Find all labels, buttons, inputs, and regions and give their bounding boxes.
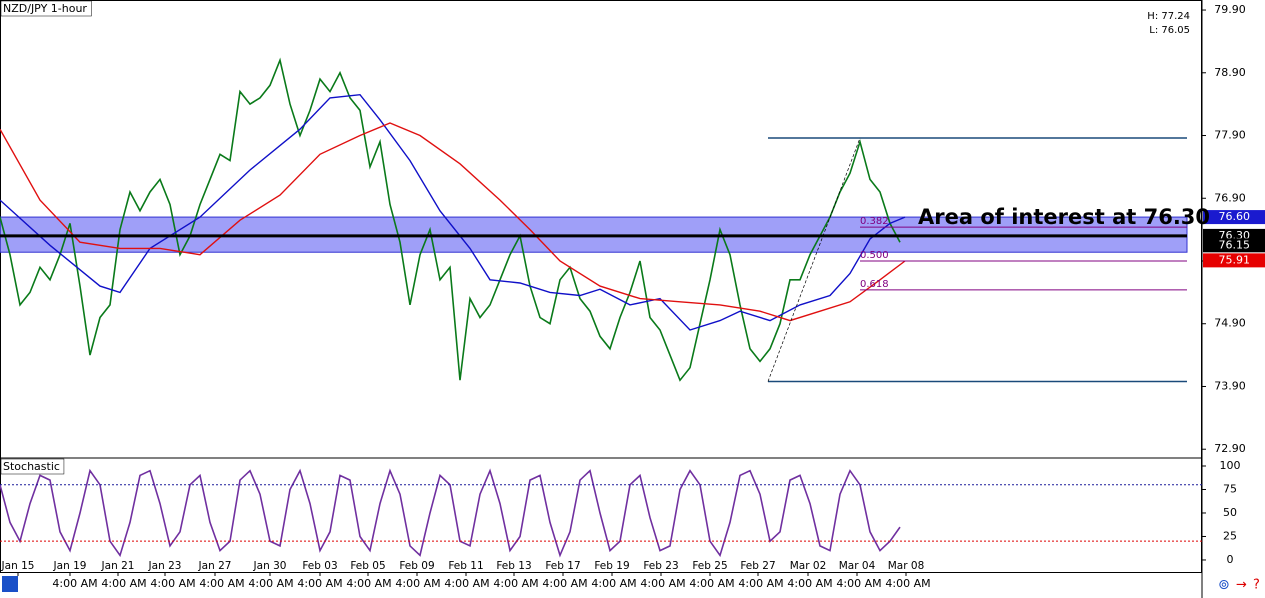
x-tick-label: Mar 02 <box>790 560 827 572</box>
x-tick-label: Jan 19 <box>53 560 87 572</box>
x-time-label: 4:00 AM <box>346 577 391 590</box>
x-tick-label: Feb 27 <box>740 560 775 572</box>
x-time-label: 4:00 AM <box>248 577 293 590</box>
y-tick-label: 76.90 <box>1214 191 1246 204</box>
fib-label: 0.500 <box>860 250 889 261</box>
y-tick-label: 25 <box>1223 529 1237 542</box>
x-tick-label: Feb 19 <box>594 560 629 572</box>
y-tick-label: 74.90 <box>1214 317 1246 330</box>
title-box <box>0 0 92 17</box>
y-tick-label: 50 <box>1223 506 1237 519</box>
series-line <box>0 122 906 322</box>
y-tick-label: 78.90 <box>1214 66 1246 79</box>
x-time-label: 4:00 AM <box>787 577 832 590</box>
annotation: Area of interest at 76.30 <box>918 205 1210 229</box>
x-tick-label: Feb 13 <box>496 560 531 572</box>
x-time-label: 4:00 AM <box>689 577 734 590</box>
fib-trend <box>767 137 861 382</box>
price-tag-label: 76.15 <box>1219 238 1251 251</box>
high-label: H: 77.24 <box>1147 11 1190 22</box>
x-time-label: 4:00 AM <box>591 577 636 590</box>
x-tick-label: Feb 17 <box>545 560 580 572</box>
price-tag <box>1203 238 1265 253</box>
x-tick-label: Jan 23 <box>148 560 182 572</box>
x-time-label: 4:00 AM <box>444 577 489 590</box>
y-tick-label: 79.90 <box>1214 3 1246 16</box>
x-time-label: 4:00 AM <box>493 577 538 590</box>
price-tag-label: 75.91 <box>1219 253 1251 266</box>
price-tag <box>1203 253 1265 268</box>
x-tick-label: Feb 25 <box>692 560 727 572</box>
panel-title: NZD/JPY 1-hour <box>3 2 87 15</box>
series-line <box>0 93 906 331</box>
y-tick-label: 72.90 <box>1214 442 1246 455</box>
x-tick-label: Feb 09 <box>399 560 434 572</box>
x-tick-label: Jan 27 <box>198 560 232 572</box>
title-box <box>0 458 65 475</box>
menu-icon[interactable] <box>2 576 18 592</box>
price-tag <box>1203 210 1265 225</box>
y-tick-label: 75 <box>1223 482 1237 495</box>
x-tick-label: Jan 30 <box>253 560 287 572</box>
x-time-label: 4:00 AM <box>101 577 146 590</box>
panel-title: Stochastic <box>3 460 60 473</box>
x-time-label: 4:00 AM <box>297 577 342 590</box>
series-line <box>0 57 901 382</box>
x-tick-label: Jan 21 <box>101 560 135 572</box>
x-tick-label: Feb 23 <box>643 560 678 572</box>
low-label: L: 76.05 <box>1149 25 1190 36</box>
x-time-label: 4:00 AM <box>640 577 685 590</box>
arrow-icon[interactable]: → <box>1236 578 1247 593</box>
y-tick-label: 77.90 <box>1214 129 1246 142</box>
price-tag-label: 76.60 <box>1219 210 1251 223</box>
y-tick-label: 0 <box>1227 553 1234 566</box>
x-time-label: 4:00 AM <box>150 577 195 590</box>
help-icon[interactable]: ? <box>1253 578 1260 593</box>
fib-label: 0.382 <box>860 216 889 227</box>
x-tick-label: Feb 03 <box>302 560 337 572</box>
x-time-label: 4:00 AM <box>836 577 881 590</box>
x-tick-label: Mar 08 <box>888 560 925 572</box>
x-time-label: 4:00 AM <box>52 577 97 590</box>
fib-label: 0.618 <box>860 279 889 290</box>
x-time-label: 4:00 AM <box>542 577 587 590</box>
x-time-label: 4:00 AM <box>738 577 783 590</box>
x-tick-label: Mar 04 <box>839 560 876 572</box>
x-time-label: 4:00 AM <box>199 577 244 590</box>
x-time-label: 4:00 AM <box>885 577 930 590</box>
toolbar <box>1203 574 1265 598</box>
y-tick-label: 73.90 <box>1214 379 1246 392</box>
x-tick-label: Feb 05 <box>350 560 385 572</box>
x-tick-label: Feb 11 <box>448 560 483 572</box>
link-icon[interactable]: ⊚ <box>1218 577 1230 593</box>
y-tick-label: 100 <box>1220 459 1241 472</box>
x-time-label: 4:00 AM <box>395 577 440 590</box>
x-tick-label: Jan 15 <box>1 560 35 572</box>
